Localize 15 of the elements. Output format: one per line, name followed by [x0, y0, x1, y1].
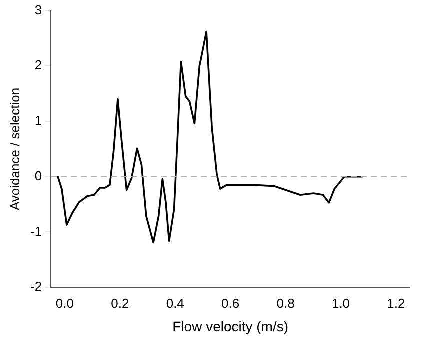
x-tick-label: 0.8 [276, 296, 295, 311]
x-tick-label: 1.2 [387, 296, 406, 311]
y-axis-title: Avoidance / selection [7, 88, 22, 211]
y-tick-label: 3 [34, 2, 42, 18]
y-tick-label: 0 [34, 168, 42, 184]
x-tick-label: 0.2 [111, 296, 130, 311]
y-tick-label: 1 [34, 113, 42, 128]
y-tick-label: -1 [30, 224, 42, 239]
y-tick-label: -2 [30, 279, 42, 294]
x-tick-label: 1.0 [332, 296, 350, 311]
y-tick-label: 2 [34, 58, 42, 73]
x-tick-label: 0.0 [56, 296, 74, 311]
x-axis-title: Flow velocity (m/s) [172, 318, 289, 334]
x-tick-label: 0.6 [222, 296, 240, 311]
x-tick-label: 0.4 [166, 296, 184, 311]
